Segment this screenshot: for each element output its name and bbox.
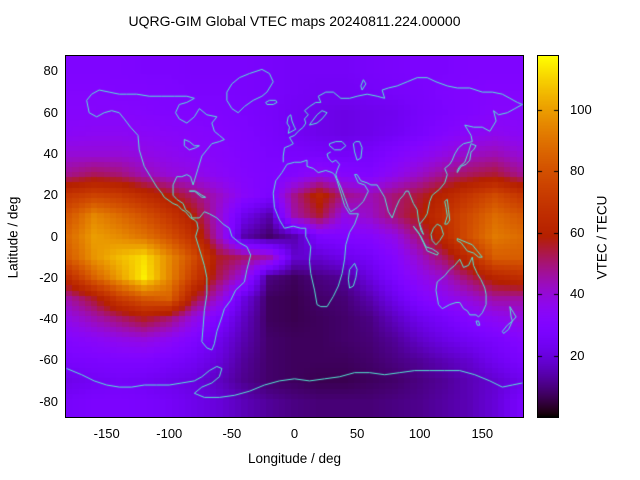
y-tick-label: 80 [43,63,58,79]
x-tick-label: 0 [290,426,299,441]
x-tick-label: 150 [471,426,494,441]
colorbar-tick-label: 20 [570,347,585,363]
colorbar-label: VTEC / TECU [594,195,610,280]
y-tick-label: -20 [39,269,58,285]
x-tick-label: -150 [93,426,120,441]
colorbar [537,55,559,418]
x-tick-label: -100 [156,426,183,441]
colorbar-tick-label: 80 [570,163,585,179]
map-plot-area [65,55,524,418]
x-tick-label: 100 [408,426,431,441]
y-tick-label: 20 [43,187,58,203]
y-tick-label: -80 [39,393,58,409]
vtec-heatmap-canvas [66,56,523,417]
y-tick-label: -60 [39,352,58,368]
y-tick-label: -40 [39,311,58,326]
x-tick-label: -50 [222,426,242,441]
colorbar-tick-label: 40 [570,286,585,302]
chart-title: UQRG-GIM Global VTEC maps 20240811.224.0… [128,13,461,29]
colorbar-tick-label: 100 [570,101,592,117]
y-tick-label: 40 [43,145,58,161]
colorbar-canvas [538,56,558,417]
y-tick-label: 0 [50,228,58,244]
x-axis-label: Longitude / deg [247,451,342,466]
y-tick-label: 60 [43,104,58,120]
colorbar-tick-label: 60 [570,224,585,240]
x-tick-label: 50 [349,426,365,441]
